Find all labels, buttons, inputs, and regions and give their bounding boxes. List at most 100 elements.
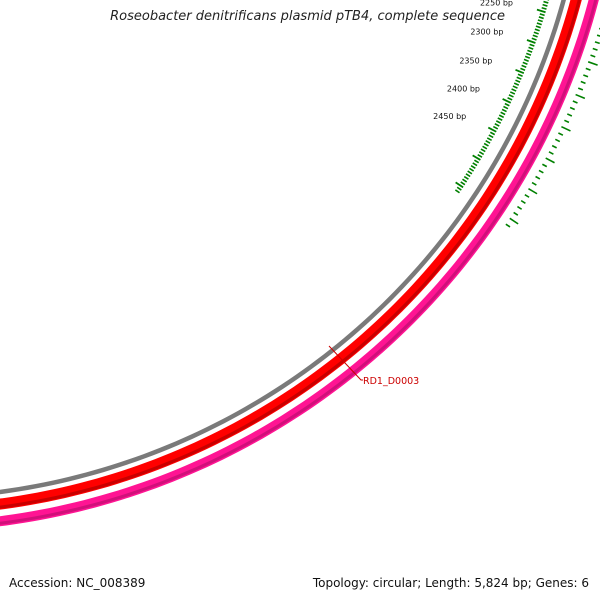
inner-tick — [531, 37, 537, 41]
inner-tick — [526, 52, 532, 56]
inner-tick — [520, 67, 526, 71]
inner-tick — [501, 108, 507, 113]
inner-tick — [472, 162, 478, 167]
inner-tick — [483, 142, 489, 147]
inner-tick — [495, 120, 502, 124]
inner-tick — [509, 91, 516, 95]
inner-tick — [526, 39, 536, 44]
inner-tick — [541, 6, 547, 10]
inner-tick — [472, 154, 481, 161]
tick-label: 2250 bp — [480, 0, 513, 7]
outer-tick — [538, 169, 544, 174]
inner-tick — [537, 19, 543, 23]
outer-tick — [558, 132, 564, 136]
inner-tick — [482, 145, 488, 150]
inner-tick — [465, 173, 471, 178]
outer-tick — [564, 119, 570, 124]
outer-tick-ring — [505, 27, 600, 228]
inner-tick — [539, 13, 545, 17]
outer-tick — [505, 223, 511, 228]
inner-tick — [467, 170, 473, 175]
backbone-ring — [0, 0, 566, 495]
inner-tick — [468, 167, 475, 172]
forward-cds-shade — [0, 0, 581, 509]
tick-label: 2350 bp — [459, 56, 492, 65]
reverse-cds-shade — [0, 0, 598, 525]
outer-tick — [590, 54, 596, 58]
inner-tick — [533, 31, 539, 35]
inner-tick — [489, 131, 496, 136]
outer-tick — [569, 106, 576, 111]
inner-tick — [513, 82, 520, 86]
inner-tick — [516, 76, 522, 80]
outer-tick — [580, 80, 586, 85]
inner-tick — [517, 73, 523, 77]
summary-text: Topology: circular; Length: 5,824 bp; Ge… — [312, 576, 589, 590]
outer-tick — [528, 187, 538, 195]
outer-tick — [531, 181, 537, 186]
outer-tick — [577, 87, 584, 91]
inner-tick — [470, 164, 476, 169]
inner-tick — [487, 126, 497, 133]
outer-tick — [587, 61, 598, 66]
inner-tick — [497, 117, 503, 121]
tick-label: 2400 bp — [447, 84, 480, 93]
inner-tick — [536, 8, 546, 14]
tick-label: 2450 bp — [433, 112, 466, 121]
outer-tick — [585, 67, 591, 71]
inner-tick — [508, 94, 514, 98]
feature-label-rd1-d0003[interactable]: RD1_D0003 — [363, 376, 419, 387]
outer-tick — [535, 175, 541, 180]
outer-tick — [594, 41, 600, 45]
outer-tick — [509, 217, 519, 225]
inner-tick — [536, 22, 542, 26]
outer-tick — [541, 163, 548, 168]
outer-tick — [572, 100, 578, 104]
outer-tick — [596, 34, 600, 37]
outer-tick — [516, 205, 523, 210]
inner-tick — [527, 49, 533, 53]
inner-tick — [502, 98, 512, 104]
inner-tick — [523, 58, 529, 62]
inner-tick — [500, 111, 506, 116]
inner-tick — [528, 46, 534, 50]
forward-cds-arc — [0, 0, 582, 510]
outer-tick — [592, 47, 598, 51]
outer-tick — [583, 74, 589, 78]
inner-tick-ring — [454, 0, 550, 194]
outer-tick — [513, 211, 519, 216]
reverse-cds-arc — [0, 0, 599, 527]
feature-callout: RD1_D0003 — [328, 345, 419, 387]
inner-tick — [515, 68, 525, 75]
inner-tick — [535, 25, 541, 29]
inner-tick — [492, 125, 499, 130]
inner-tick — [478, 151, 485, 156]
inner-tick — [480, 148, 486, 153]
inner-tick — [504, 102, 510, 107]
accession-text: Accession: NC_008389 — [9, 576, 146, 590]
inner-tick — [538, 16, 544, 20]
feature-callout-line — [328, 345, 363, 381]
outer-tick — [554, 138, 561, 143]
inner-tick — [542, 3, 548, 7]
outer-tick — [561, 125, 571, 132]
inner-tick — [485, 140, 491, 144]
inner-tick — [488, 134, 494, 139]
outer-tick — [548, 151, 554, 155]
inner-tick — [511, 88, 517, 92]
inner-tick — [463, 175, 469, 180]
inner-tick — [524, 55, 531, 59]
inner-tick — [512, 85, 518, 89]
inner-tick — [456, 186, 462, 191]
inner-tick — [507, 97, 513, 101]
inner-tick — [477, 153, 483, 158]
inner-tick — [455, 181, 464, 189]
inner-tick — [543, 0, 549, 4]
inner-tick — [474, 159, 480, 164]
inner-tick — [486, 137, 493, 142]
inner-tick — [503, 105, 509, 110]
inner-tick — [494, 123, 500, 127]
inner-tick — [515, 79, 521, 83]
outer-tick — [524, 193, 530, 198]
